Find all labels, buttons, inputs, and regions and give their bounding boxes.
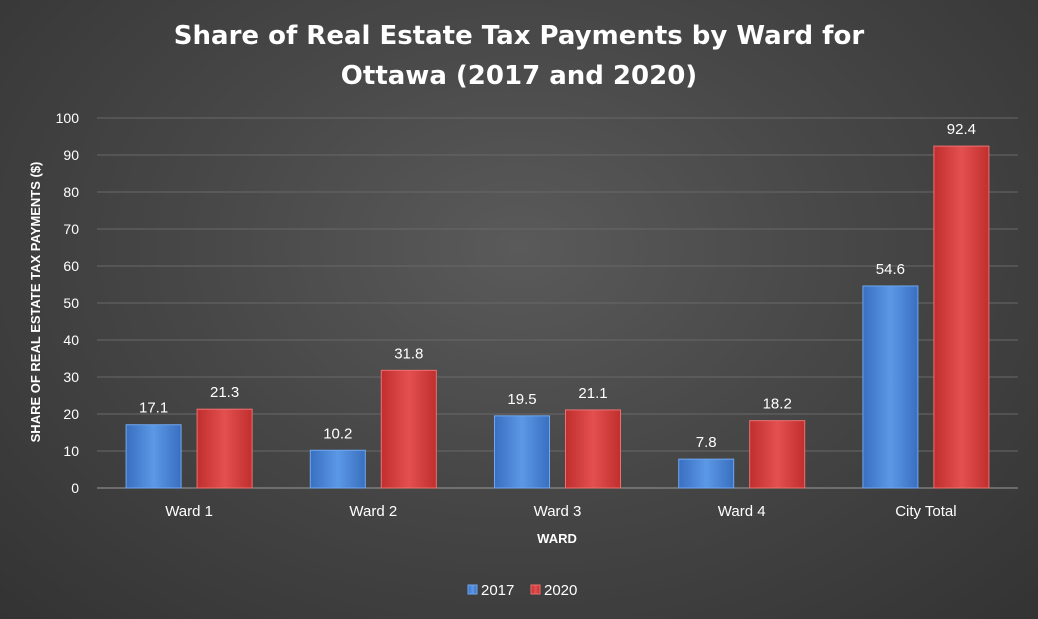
data-label: 17.1 (139, 400, 168, 417)
bar-2020-ward-2 (380, 369, 437, 489)
chart-title-line-1: Share of Real Estate Tax Payments by War… (174, 21, 865, 51)
bar-2020-city-total (933, 145, 990, 489)
data-label: 19.5 (507, 391, 536, 408)
y-tick-label: 20 (63, 406, 79, 422)
data-label: 18.2 (763, 396, 792, 413)
chart-title-line-2: Ottawa (2017 and 2020) (341, 61, 697, 91)
y-tick-label: 10 (63, 443, 79, 459)
x-category-label: Ward 2 (349, 503, 397, 520)
y-tick-label: 60 (63, 258, 79, 274)
x-axis-categories: Ward 1 Ward 2 Ward 3 Ward 4 City Total (165, 503, 956, 520)
data-label: 21.1 (578, 385, 607, 402)
x-category-label: City Total (895, 503, 956, 520)
y-tick-label: 30 (63, 369, 79, 385)
y-tick-label: 50 (63, 295, 79, 311)
x-category-label: Ward 3 (534, 503, 582, 520)
legend-swatch-2017 (467, 584, 478, 595)
data-label: 31.8 (394, 345, 423, 362)
legend-label-2020: 2020 (544, 582, 577, 599)
data-label: 10.2 (323, 425, 352, 442)
x-axis-title: WARD (537, 531, 577, 546)
bars (125, 145, 990, 489)
bar-2020-ward-1 (196, 408, 253, 489)
y-tick-label: 80 (63, 184, 79, 200)
bar-2020-ward-4 (749, 420, 806, 489)
legend-swatch-2020 (530, 584, 541, 595)
y-tick-label: 70 (63, 221, 79, 237)
bar-2017-ward-1 (125, 424, 182, 489)
legend-label-2017: 2017 (481, 582, 514, 599)
y-tick-label: 40 (63, 332, 79, 348)
y-tick-label: 100 (56, 110, 80, 126)
bar-2017-city-total (862, 285, 919, 489)
y-axis-ticks: 0 10 20 30 40 50 60 70 80 90 100 (56, 110, 80, 496)
y-axis-title: SHARE OF REAL ESTATE TAX PAYMENTS ($) (28, 162, 43, 443)
legend: 2017 2020 (467, 582, 577, 599)
x-category-label: Ward 4 (718, 503, 766, 520)
bar-2017-ward-4 (678, 458, 735, 489)
data-label: 92.4 (947, 121, 976, 138)
bar-2017-ward-2 (309, 449, 366, 489)
y-tick-label: 90 (63, 147, 79, 163)
y-tick-label: 0 (71, 480, 79, 496)
x-category-label: Ward 1 (165, 503, 213, 520)
data-label: 21.3 (210, 384, 239, 401)
data-labels: 17.1 21.3 10.2 31.8 19.5 21.1 7.8 18.2 54.6 92.4 (139, 121, 976, 451)
data-label: 54.6 (876, 261, 905, 278)
data-label: 7.8 (696, 434, 717, 451)
bar-2020-ward-3 (565, 409, 621, 489)
bar-2017-ward-3 (494, 415, 550, 489)
